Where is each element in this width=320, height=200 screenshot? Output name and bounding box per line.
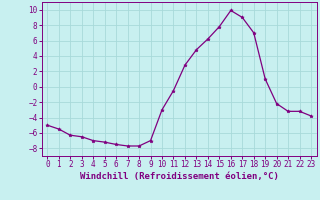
X-axis label: Windchill (Refroidissement éolien,°C): Windchill (Refroidissement éolien,°C) xyxy=(80,172,279,181)
